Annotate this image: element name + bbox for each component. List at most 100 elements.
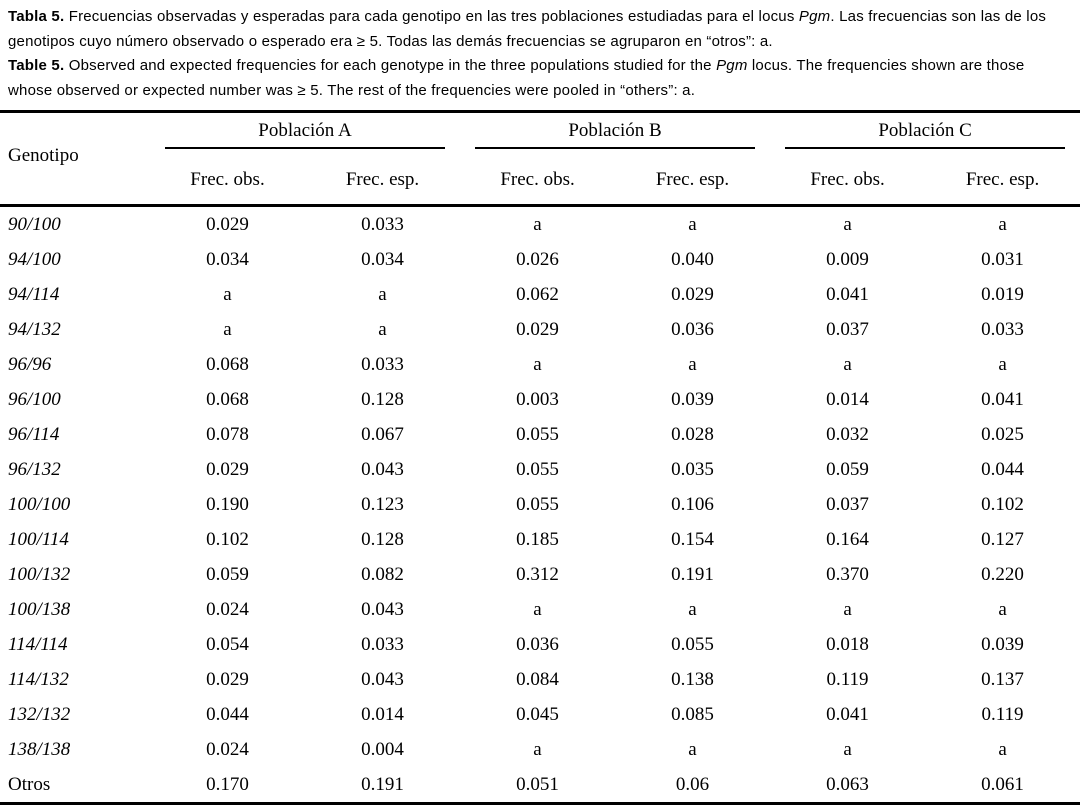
frequency-cell: 0.024 bbox=[206, 598, 249, 620]
frequency-cell: 0.039 bbox=[981, 633, 1024, 655]
frequency-cell: 0.041 bbox=[826, 283, 869, 305]
frequency-cell: a bbox=[998, 213, 1007, 235]
frequency-cell: 0.055 bbox=[671, 633, 714, 655]
frequency-cell: 0.004 bbox=[361, 738, 404, 760]
frequency-cell: 0.032 bbox=[826, 423, 869, 445]
subheader-a-frec-esp: Frec. esp. bbox=[345, 169, 420, 190]
genotype-cell: Otros bbox=[8, 773, 51, 795]
table-row: 96/100 0.068 0.128 0.003 0.039 0.014 0.041 bbox=[0, 382, 1080, 417]
frequency-cell: 0.031 bbox=[981, 248, 1024, 270]
frequency-cell: 0.085 bbox=[671, 703, 714, 725]
table-row: 100/138 0.024 0.043 a a a a bbox=[0, 592, 1080, 627]
caption-spanish-locus-name: Pgm bbox=[798, 8, 831, 25]
frequency-cell: 0.061 bbox=[981, 773, 1024, 795]
table-body: 90/100 0.029 0.033 a a a a 94/100 0.034 0.034 0.02… bbox=[0, 206, 1080, 804]
table-row: 94/100 0.034 0.034 0.026 0.040 0.009 0.031 bbox=[0, 242, 1080, 277]
frequency-cell: 0.033 bbox=[361, 213, 404, 235]
frequency-cell: a bbox=[998, 353, 1007, 375]
subheader-c-frec-esp: Frec. esp. bbox=[965, 169, 1040, 190]
frequency-cell: 0.055 bbox=[516, 493, 559, 515]
group-label-poblacion-a: Población A bbox=[165, 120, 446, 149]
frequency-cell: a bbox=[688, 213, 697, 235]
frequency-cell: 0.312 bbox=[516, 563, 559, 585]
frequency-cell: 0.082 bbox=[361, 563, 404, 585]
table-row: 100/132 0.059 0.082 0.312 0.191 0.370 0.220 bbox=[0, 557, 1080, 592]
group-header-poblacion-a: Población A bbox=[150, 112, 460, 160]
frequency-cell: 0.033 bbox=[361, 633, 404, 655]
genotype-cell: 114/132 bbox=[8, 668, 69, 690]
genotype-cell: 94/100 bbox=[8, 248, 61, 270]
frequency-cell: 0.059 bbox=[206, 563, 249, 585]
frequency-cell: 0.014 bbox=[361, 703, 404, 725]
group-label-poblacion-b: Población B bbox=[475, 120, 756, 149]
frequency-cell: 0.063 bbox=[826, 773, 869, 795]
frequency-cell: 0.068 bbox=[206, 388, 249, 410]
frequency-cell: a bbox=[688, 353, 697, 375]
caption-english: Table 5. Observed and expected frequenci… bbox=[8, 54, 1072, 103]
frequency-cell: 0.036 bbox=[671, 318, 714, 340]
frequency-cell: a bbox=[533, 353, 542, 375]
caption-english-locus-name: Pgm bbox=[716, 57, 748, 74]
frequency-cell: a bbox=[533, 213, 542, 235]
frequency-cell: 0.034 bbox=[206, 248, 249, 270]
subheader-a-frec-obs: Frec. obs. bbox=[190, 169, 265, 190]
frequency-cell: 0.039 bbox=[671, 388, 714, 410]
frequency-cell: a bbox=[378, 283, 387, 305]
frequency-cell: 0.059 bbox=[826, 458, 869, 480]
genotype-cell: 94/114 bbox=[8, 283, 60, 305]
frequency-cell: 0.191 bbox=[361, 773, 404, 795]
frequency-cell: 0.019 bbox=[981, 283, 1024, 305]
frequency-cell: 0.043 bbox=[361, 458, 404, 480]
group-header-row: Genotipo Población A Población B Poblaci… bbox=[0, 112, 1080, 166]
table-row: 114/132 0.029 0.043 0.084 0.138 0.119 0.137 bbox=[0, 662, 1080, 697]
group-header-poblacion-c: Población C bbox=[770, 112, 1080, 160]
frequency-cell: 0.033 bbox=[981, 318, 1024, 340]
frequency-cell: 0.029 bbox=[206, 458, 249, 480]
frequency-cell: 0.119 bbox=[826, 668, 869, 690]
frequency-cell: 0.036 bbox=[516, 633, 559, 655]
subheader-b-frec-obs: Frec. obs. bbox=[500, 169, 575, 190]
frequency-cell: 0.041 bbox=[826, 703, 869, 725]
frequency-cell: 0.037 bbox=[826, 493, 869, 515]
frequency-cell: 0.035 bbox=[671, 458, 714, 480]
caption-spanish: Tabla 5. Frecuencias observadas y espera… bbox=[8, 5, 1072, 54]
frequency-cell: 0.170 bbox=[206, 773, 249, 795]
frequency-cell: 0.154 bbox=[671, 528, 714, 550]
frequency-cell: a bbox=[843, 598, 852, 620]
frequency-cell: 0.106 bbox=[671, 493, 714, 515]
caption-english-text-2: locus. The frequencies shown are those w… bbox=[8, 57, 1025, 99]
table-row: 138/138 0.024 0.004 a a a a bbox=[0, 732, 1080, 767]
frequency-cell: 0.137 bbox=[981, 668, 1024, 690]
table-row: Otros 0.170 0.191 0.051 0.06 0.063 0.061 bbox=[0, 767, 1080, 804]
frequency-cell: 0.138 bbox=[671, 668, 714, 690]
genotype-cell: 94/132 bbox=[8, 318, 61, 340]
frequency-cell: a bbox=[223, 283, 232, 305]
frequency-cell: 0.028 bbox=[671, 423, 714, 445]
frequency-cell: 0.003 bbox=[516, 388, 559, 410]
frequency-cell: a bbox=[688, 598, 697, 620]
frequency-cell: 0.220 bbox=[981, 563, 1024, 585]
table-row: 96/114 0.078 0.067 0.055 0.028 0.032 0.025 bbox=[0, 417, 1080, 452]
frequency-cell: 0.055 bbox=[516, 458, 559, 480]
frequencies-table: Genotipo Población A Población B Poblaci… bbox=[0, 110, 1080, 805]
frequency-cell: 0.044 bbox=[206, 703, 249, 725]
frequency-cell: 0.102 bbox=[206, 528, 249, 550]
frequency-cell: a bbox=[533, 738, 542, 760]
subheader-b-frec-esp: Frec. esp. bbox=[655, 169, 730, 190]
genotype-cell: 100/132 bbox=[8, 563, 71, 585]
frequency-cell: 0.018 bbox=[826, 633, 869, 655]
table-row: 90/100 0.029 0.033 a a a a bbox=[0, 206, 1080, 243]
frequency-cell: 0.190 bbox=[206, 493, 249, 515]
genotype-cell: 132/132 bbox=[8, 703, 71, 725]
frequency-cell: 0.370 bbox=[826, 563, 869, 585]
frequency-cell: 0.009 bbox=[826, 248, 869, 270]
table-row: 114/114 0.054 0.033 0.036 0.055 0.018 0.039 bbox=[0, 627, 1080, 662]
frequency-cell: 0.040 bbox=[671, 248, 714, 270]
caption-spanish-text-1: Frecuencias observadas y esperadas para … bbox=[64, 8, 799, 25]
subheader-row: Frec. obs. Frec. esp. Frec. obs. Frec. e… bbox=[0, 159, 1080, 206]
table-row: 96/96 0.068 0.033 a a a a bbox=[0, 347, 1080, 382]
table-row: 100/114 0.102 0.128 0.185 0.154 0.164 0.127 bbox=[0, 522, 1080, 557]
frequency-cell: 0.068 bbox=[206, 353, 249, 375]
frequency-cell: a bbox=[998, 738, 1007, 760]
